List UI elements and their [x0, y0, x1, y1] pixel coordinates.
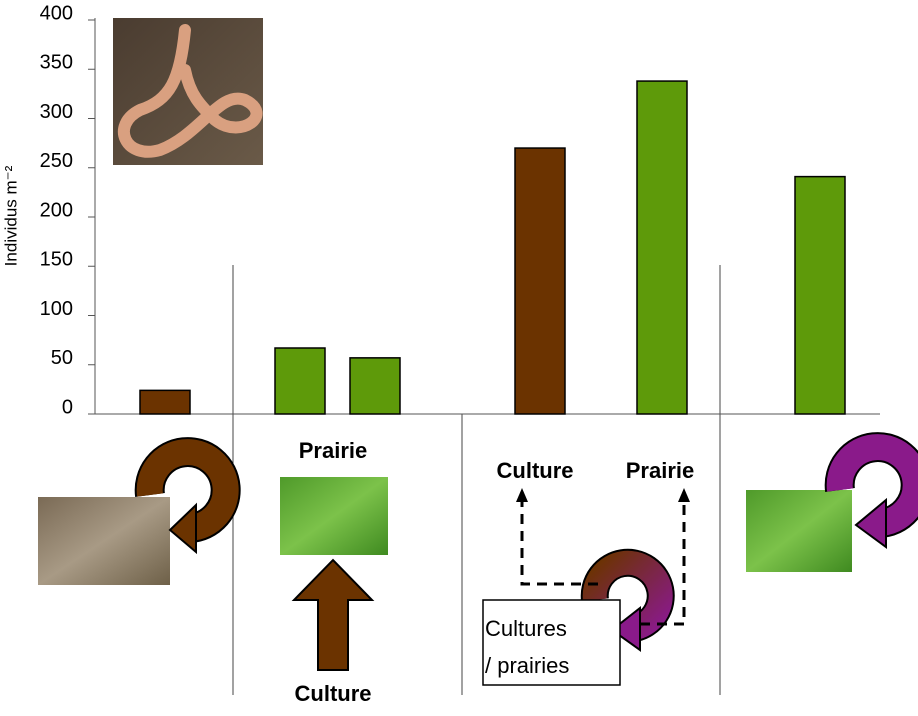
y-tick-label: 150	[40, 249, 73, 271]
bar	[140, 390, 190, 414]
grass-photo	[746, 490, 852, 572]
arrowhead	[678, 488, 690, 502]
bar	[515, 148, 565, 414]
grass-photo	[280, 477, 388, 555]
y-tick-label: 300	[40, 101, 73, 123]
worm-photo	[113, 18, 263, 165]
bar	[350, 358, 400, 414]
y-tick-label: 350	[40, 52, 73, 74]
annotation: / prairies	[485, 653, 569, 678]
bar	[795, 177, 845, 414]
y-tick-label: 250	[40, 150, 73, 172]
annotation: Cultures	[485, 616, 567, 641]
y-tick-label: 400	[40, 2, 73, 24]
annotation: Culture	[497, 458, 574, 483]
soil-photo	[38, 497, 170, 585]
y-axis-title: Individus m⁻²	[1, 165, 20, 266]
annotation: Culture	[295, 681, 372, 706]
annotation: Prairie	[626, 458, 695, 483]
arrowhead	[516, 488, 528, 502]
up-arrow	[294, 560, 372, 670]
annotation: Prairie	[299, 438, 368, 463]
bar	[275, 348, 325, 414]
y-tick-label: 200	[40, 199, 73, 221]
bar	[637, 81, 687, 414]
chart: Individus m⁻² Prairie Culture Culture Pr…	[0, 0, 918, 711]
y-tick-label: 100	[40, 298, 73, 320]
y-tick-label: 0	[62, 396, 73, 418]
y-tick-label: 50	[51, 347, 73, 369]
